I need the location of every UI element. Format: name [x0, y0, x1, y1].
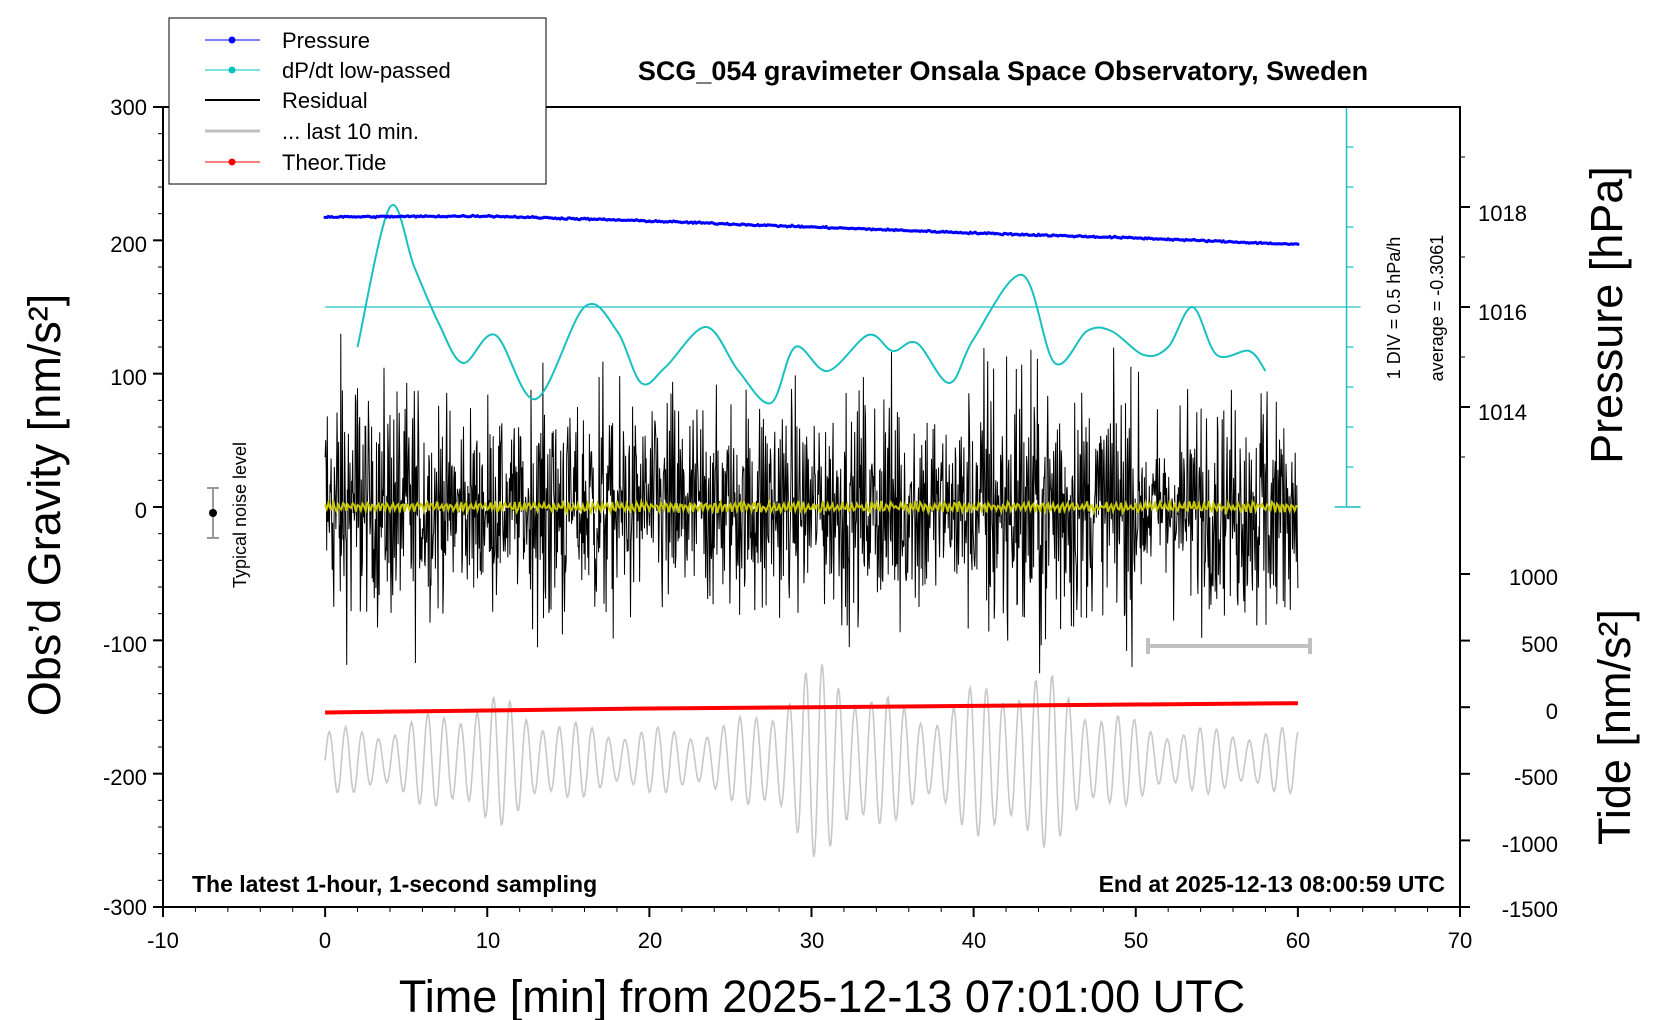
chart-title: SCG_054 gravimeter Onsala Space Observat…	[638, 56, 1368, 86]
legend-label: ... last 10 min.	[282, 119, 419, 144]
dpdt-lowpassed-series	[356, 203, 1267, 405]
legend-label: Theor.Tide	[282, 150, 386, 175]
x-tick-label: 70	[1448, 928, 1472, 953]
pressure-point	[1296, 242, 1300, 246]
x-tick-label: 0	[319, 928, 331, 953]
legend-label: Residual	[282, 88, 368, 113]
tide-tick-labels: 1000 500 0 -500 -1000 -1500	[1502, 565, 1558, 922]
y-tick-label: -100	[103, 632, 147, 657]
x-tick-label: 40	[962, 928, 986, 953]
residual-series	[324, 333, 1299, 674]
x-tick-label: 30	[800, 928, 824, 953]
y-tick-label: 300	[110, 95, 147, 120]
tide-tick-label: -1500	[1502, 897, 1558, 922]
x-tick-label: 60	[1286, 928, 1310, 953]
tide-tick-label: 0	[1546, 699, 1558, 724]
y-tick-label: -300	[103, 895, 147, 920]
tide-tick-label: -500	[1514, 765, 1558, 790]
y-axis-title-left: Obs’d Gravity [nm/s²]	[19, 294, 70, 717]
pressure-tick-labels: 1018 1016 1014	[1478, 201, 1527, 425]
noise-level-label: Typical noise level	[230, 442, 250, 588]
legend-label: dP/dt low-passed	[282, 58, 451, 83]
x-tick-labels: -10 0 10 20 30 40 50 60 70	[147, 928, 1472, 953]
dpdt-average-label: average = -0.3061	[1427, 235, 1447, 382]
legend-item-residual: Residual	[205, 88, 368, 113]
y-tick-label: 0	[135, 498, 147, 523]
y-tick-label: -200	[103, 765, 147, 790]
y-tick-label: 200	[110, 232, 147, 257]
pressure-tick-label: 1018	[1478, 201, 1527, 226]
pressure-tick-label: 1016	[1478, 300, 1527, 325]
x-tick-label: -10	[147, 928, 179, 953]
x-axis-title: Time [min] from 2025-12-13 07:01:00 UTC	[399, 971, 1245, 1020]
pressure-series	[323, 213, 1300, 246]
x-tick-label: 20	[638, 928, 662, 953]
residual-smoothed-series	[324, 498, 1299, 517]
pressure-axis-title: Pressure [hPa]	[1581, 166, 1632, 464]
theor-tide-series	[325, 701, 1298, 715]
annotation-bottom-left: The latest 1-hour, 1-second sampling	[192, 871, 597, 897]
legend-item-dpdt: dP/dt low-passed	[205, 58, 451, 83]
x-tick-label: 10	[476, 928, 500, 953]
last-10-min-series	[324, 664, 1299, 858]
tide-tick-label: 1000	[1509, 565, 1558, 590]
tide-tick-label: 500	[1521, 632, 1558, 657]
tide-tick-label: -1000	[1502, 832, 1558, 857]
y-tick-labels-left: 300 200 100 0 -100 -200 -300	[103, 95, 147, 920]
pressure-tick-label: 1014	[1478, 400, 1527, 425]
tide-axis-title: Tide [nm/s²]	[1589, 609, 1640, 845]
legend-label: Pressure	[282, 28, 370, 53]
noise-level-marker	[207, 487, 219, 539]
legend-item-last-10-min: ... last 10 min.	[205, 119, 419, 144]
dpdt-scale-label: 1 DIV = 0.5 hPa/h	[1384, 237, 1404, 380]
legend-item-theor-tide: Theor.Tide	[205, 150, 386, 175]
y-tick-label: 100	[110, 365, 147, 390]
legend-item-pressure: Pressure	[205, 28, 370, 53]
x-tick-label: 50	[1124, 928, 1148, 953]
annotation-bottom-right: End at 2025-12-13 08:00:59 UTC	[1099, 871, 1445, 897]
legend: Pressure dP/dt low-passed Residual ... l…	[168, 17, 547, 185]
last-10-min-bracket	[1146, 638, 1312, 654]
